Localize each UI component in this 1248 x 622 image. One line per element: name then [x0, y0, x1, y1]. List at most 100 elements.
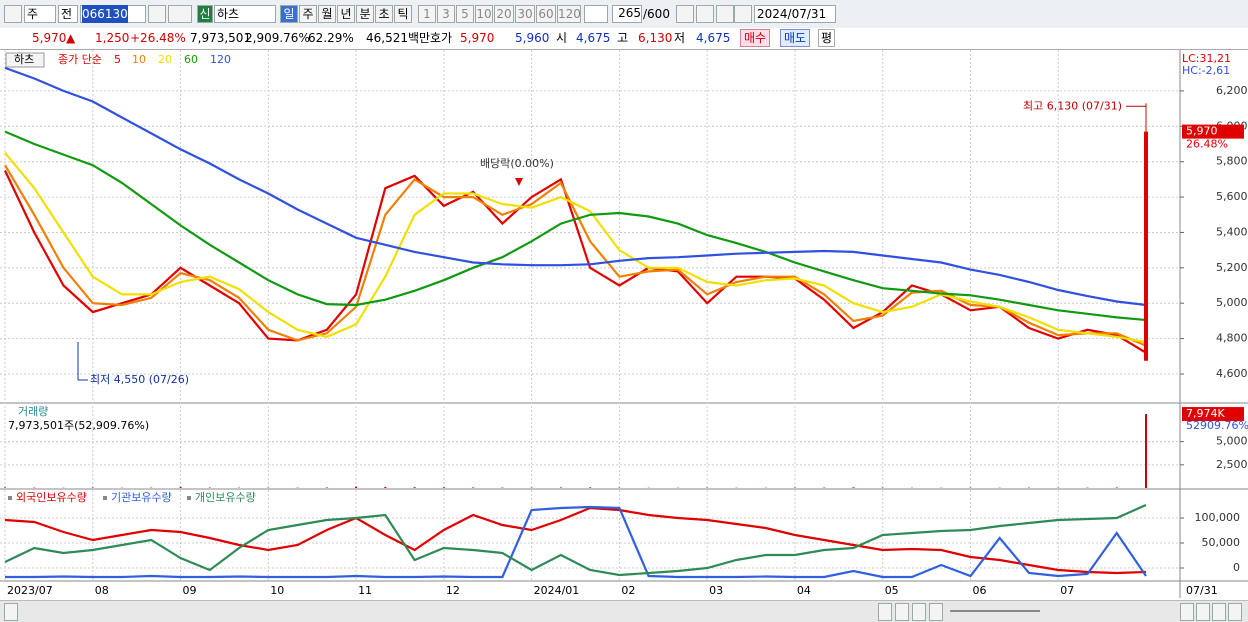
volume-bar — [472, 487, 474, 488]
nav-btn[interactable] — [895, 603, 909, 621]
market: 주 — [27, 5, 38, 23]
volume-bar — [414, 487, 416, 488]
interval-btn[interactable]: 30 — [515, 5, 535, 23]
x-tick-label: 03 — [709, 584, 723, 597]
volume-bar — [1145, 414, 1147, 488]
zoom-btn[interactable] — [1196, 603, 1210, 621]
nav-btn[interactable] — [929, 603, 943, 621]
tool-icon[interactable] — [696, 5, 714, 23]
y-tick-label: 50,000 — [1202, 536, 1241, 549]
date: 2024/07/31 — [757, 5, 826, 23]
unit-select[interactable] — [584, 5, 608, 23]
x-tick-label: 06 — [972, 584, 986, 597]
x-tick-label: 10 — [270, 584, 284, 597]
legend-entry: 개인보유수량 — [195, 491, 256, 504]
interval-btn[interactable]: 5 — [456, 5, 474, 23]
new-tag: 신 — [197, 5, 213, 23]
scroll-left[interactable] — [4, 603, 18, 621]
nav-btn[interactable] — [912, 603, 926, 621]
y-tick-label: 5,600 — [1216, 190, 1248, 203]
interval-btn[interactable]: 60 — [536, 5, 556, 23]
interval-btn[interactable]: 3 — [437, 5, 455, 23]
x-tick-label: 04 — [797, 584, 811, 597]
period-btn[interactable]: 월 — [318, 5, 336, 23]
low: 4,675 — [696, 29, 730, 47]
interval-btn[interactable]: 20 — [494, 5, 514, 23]
y-tick-label: 2,500K — [1216, 458, 1248, 471]
legend-name: 하츠 — [14, 52, 34, 66]
y-tick-label: 5,000 — [1216, 296, 1248, 309]
interval-btn[interactable]: 120 — [557, 5, 581, 23]
x-tick-label: 2023/07 — [7, 584, 53, 597]
volume: 7,973,501 — [190, 29, 251, 47]
stock-name: 하츠 — [217, 5, 239, 23]
scroll-right[interactable] — [878, 603, 892, 621]
period-btn[interactable]: 초 — [375, 5, 393, 23]
name-input[interactable]: 하츠 — [214, 5, 276, 23]
x-tick-label: 02 — [621, 584, 635, 597]
prev-btn[interactable]: 전 — [58, 5, 78, 23]
y-tick-label: 6,200 — [1216, 84, 1248, 97]
y-tick-label: 5,800 — [1216, 155, 1248, 168]
tool-icon[interactable] — [716, 5, 734, 23]
toolbar: 주 전 066130 신 하츠 일 주 월 년 분 초 틱 1 3 5 10 2… — [0, 0, 1248, 29]
period-btn[interactable]: 분 — [356, 5, 374, 23]
quote-bar: 5,970 ▲ 1,250 +26.48% 7,973,501 2,909.76… — [0, 28, 1248, 50]
period-btn[interactable]: 주 — [299, 5, 317, 23]
legend-entry: 5 — [114, 53, 121, 66]
x-tick-label: 12 — [446, 584, 460, 597]
turnover: 62.29% — [308, 29, 354, 47]
x-tick-label: 08 — [95, 584, 109, 597]
open-label: 시 — [556, 29, 567, 47]
avg-btn[interactable]: 평 — [818, 29, 835, 47]
amount: 46,521백만 — [366, 29, 430, 47]
y-tick-label: 100,000 — [1195, 511, 1241, 524]
y-tick-label: 5,200 — [1216, 261, 1248, 274]
period-btn[interactable]: 일 — [280, 5, 298, 23]
low-annotation: 최저 4,550 (07/26) — [90, 373, 189, 386]
sound-icon[interactable] — [168, 5, 192, 23]
search-icon[interactable] — [148, 5, 166, 23]
volume-bar — [589, 487, 591, 488]
count-input[interactable]: 265 — [612, 5, 642, 23]
change-pct: +26.48% — [130, 29, 186, 47]
y-tick-label: 5,000K — [1216, 435, 1248, 448]
x-tick-label: 2024/01 — [534, 584, 580, 597]
count-max: /600 — [643, 5, 670, 23]
zoom-slider[interactable] — [950, 610, 1040, 612]
bid: 5,960 — [515, 29, 549, 47]
tool-icon[interactable] — [676, 5, 694, 23]
volume-bar — [180, 487, 182, 488]
ask: 5,970 — [460, 29, 494, 47]
period-btn[interactable]: 년 — [337, 5, 355, 23]
zoom-btn[interactable] — [1228, 603, 1242, 621]
menu-icon[interactable] — [4, 5, 22, 23]
date-input[interactable]: 2024/07/31 — [754, 5, 836, 23]
buy-btn[interactable]: 매수 — [740, 29, 770, 47]
volume-bar — [355, 487, 357, 488]
y-tick-label: 4,600 — [1216, 367, 1248, 380]
candle-body — [1144, 132, 1148, 361]
code-input[interactable]: 066130 — [80, 5, 146, 23]
volume-bar — [326, 487, 328, 488]
volume-bar — [560, 487, 562, 488]
sell-btn[interactable]: 매도 — [780, 29, 810, 47]
settings-icon[interactable] — [734, 5, 752, 23]
open: 4,675 — [576, 29, 610, 47]
y-tick-label: 5,400 — [1216, 225, 1248, 238]
volume-pct: 2,909.76% — [245, 29, 310, 47]
interval-btn[interactable]: 1 — [418, 5, 436, 23]
hoga: 호가 — [430, 29, 452, 47]
volume-subtitle: 7,973,501주(52,909.76%) — [8, 419, 149, 432]
dividend-annotation: 배당락(0.00%) — [480, 157, 554, 170]
zoom-btn[interactable] — [1212, 603, 1226, 621]
zoom-btn[interactable] — [1180, 603, 1194, 621]
change: 1,250 — [95, 29, 129, 47]
legend-entry: 기관보유수량 — [111, 491, 172, 504]
period-btn[interactable]: 틱 — [394, 5, 412, 23]
legend-entry: 60 — [184, 53, 198, 66]
market-select[interactable]: 주 — [24, 5, 56, 23]
interval-btn[interactable]: 10 — [475, 5, 493, 23]
